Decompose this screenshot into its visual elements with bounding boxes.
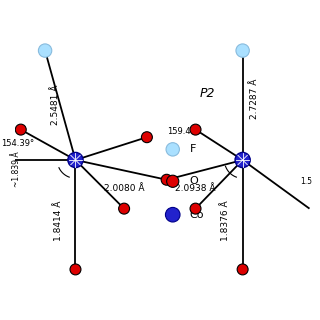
Text: F: F xyxy=(189,144,196,154)
Text: 2.5481 Å: 2.5481 Å xyxy=(51,85,60,125)
Text: 1.5: 1.5 xyxy=(300,177,313,186)
Circle shape xyxy=(167,175,179,187)
Circle shape xyxy=(190,124,201,135)
Text: Co: Co xyxy=(189,210,204,220)
Text: 2.7287 Å: 2.7287 Å xyxy=(250,79,259,119)
Circle shape xyxy=(235,152,250,168)
Text: P2: P2 xyxy=(200,87,215,100)
Text: ~1.839 Å: ~1.839 Å xyxy=(12,151,21,187)
Circle shape xyxy=(38,44,52,57)
Text: 154.39°: 154.39° xyxy=(1,139,34,148)
Circle shape xyxy=(68,152,83,168)
Circle shape xyxy=(141,132,152,143)
Text: 1.8376 Å: 1.8376 Å xyxy=(221,200,230,241)
Circle shape xyxy=(15,124,26,135)
Circle shape xyxy=(166,143,180,156)
Circle shape xyxy=(119,203,130,214)
Circle shape xyxy=(161,174,172,185)
Circle shape xyxy=(190,203,201,214)
Text: 2.0938 Å: 2.0938 Å xyxy=(175,184,216,193)
Text: 159.47°: 159.47° xyxy=(167,127,200,136)
Circle shape xyxy=(70,264,81,275)
Text: 1.8414 Å: 1.8414 Å xyxy=(54,201,63,241)
Text: O: O xyxy=(189,176,198,186)
Text: 2.0080 Å: 2.0080 Å xyxy=(104,184,144,193)
Circle shape xyxy=(165,207,180,222)
Circle shape xyxy=(236,44,249,57)
Circle shape xyxy=(237,264,248,275)
